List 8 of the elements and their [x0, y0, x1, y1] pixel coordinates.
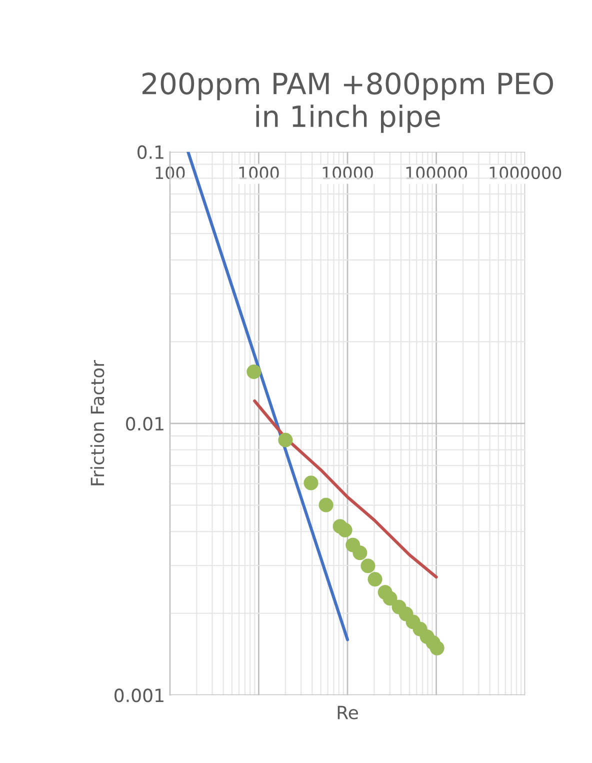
x-tick-label: 100 [156, 166, 185, 180]
x-tick-label: 1000000 [490, 166, 562, 180]
y-tick-label: 0.1 [138, 145, 164, 159]
x-axis-title: Re [338, 706, 358, 720]
y-axis-title: Friction Factor [90, 360, 104, 486]
chart-title: 200ppm PAM +800ppm PEO in 1inch pipe [142, 72, 554, 133]
y-tick-label: 0.001 [114, 688, 164, 702]
y-tick-label: 0.01 [126, 416, 164, 431]
